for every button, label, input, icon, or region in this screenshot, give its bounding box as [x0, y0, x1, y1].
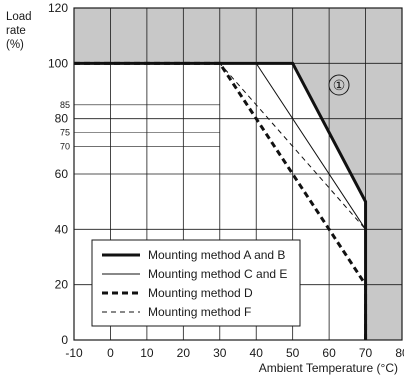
- y-tick-label: 80: [55, 112, 69, 126]
- legend: Mounting method A and B Mounting method C…: [91, 239, 301, 327]
- shade-top: [74, 8, 402, 64]
- x-tick-label: 0: [107, 346, 114, 360]
- y-tick-label: 40: [55, 222, 69, 236]
- x-tick-label: 10: [140, 346, 154, 360]
- legend-label: Mounting method A and B: [148, 248, 285, 262]
- y-tick-label: 20: [55, 278, 69, 292]
- y-tick-label: 0: [61, 333, 68, 347]
- tick-labels: -100102030405060708002040608010012070758…: [48, 1, 404, 360]
- plot-frame: [73, 7, 403, 341]
- shaded-region: [74, 8, 402, 340]
- x-tick-label: 30: [213, 346, 227, 360]
- legend-label: Mounting method D: [148, 286, 253, 300]
- x-tick-label: 20: [177, 346, 191, 360]
- y-minor-tick-label: 85: [60, 100, 70, 110]
- frame-rect: [73, 7, 403, 341]
- y-tick-label: 120: [48, 1, 68, 15]
- y-minor-tick-label: 70: [60, 141, 70, 151]
- y-tick-label: 100: [48, 56, 68, 70]
- zone-label: ①: [333, 77, 346, 93]
- shade-right: [292, 63, 402, 340]
- x-tick-label: 80: [395, 346, 404, 360]
- legend-label: Mounting method C and E: [148, 267, 287, 281]
- x-tick-label: 60: [322, 346, 336, 360]
- x-tick-label: 40: [250, 346, 264, 360]
- y-axis-label-line: (%): [6, 39, 24, 51]
- x-tick-label: 50: [286, 346, 300, 360]
- y-tick-label: 60: [55, 167, 69, 181]
- series-line-3: [74, 62, 366, 230]
- x-tick-label: 70: [359, 346, 373, 360]
- x-tick-label: -10: [65, 346, 83, 360]
- y-minor-tick-label: 75: [60, 128, 70, 138]
- y-axis-label-line: rate: [6, 25, 26, 37]
- y-axis-label-line: Load: [6, 11, 32, 23]
- y-axis-label: Load rate (%): [6, 11, 32, 51]
- series-lines: [74, 61, 368, 340]
- x-axis-label: Ambient Temperature (°C): [259, 361, 398, 375]
- legend-label: Mounting method F: [148, 305, 251, 319]
